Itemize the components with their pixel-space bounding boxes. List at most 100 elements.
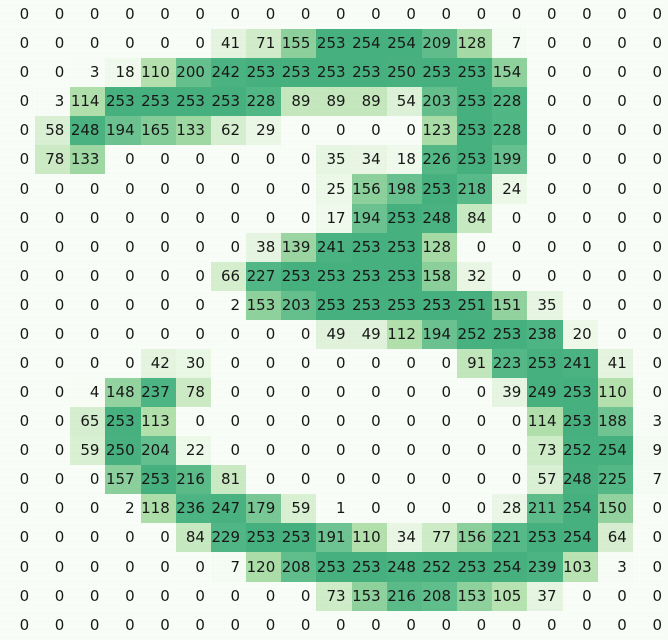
heatmap-cell: 254 xyxy=(351,29,387,59)
heatmap-cell: 0 xyxy=(562,261,598,291)
heatmap-cell: 0 xyxy=(210,319,247,349)
heatmap-cell-value: 35 xyxy=(537,295,557,314)
heatmap-cell-value: 84 xyxy=(467,208,487,227)
heatmap-cell: 0 xyxy=(0,348,36,379)
heatmap-cell-value: 0 xyxy=(582,615,592,634)
heatmap-cell: 250 xyxy=(105,436,141,466)
heatmap-cell: 114 xyxy=(527,407,563,437)
heatmap-cell: 0 xyxy=(527,0,563,30)
heatmap-cell: 0 xyxy=(351,378,387,408)
heatmap-cell-value: 0 xyxy=(54,5,65,24)
heatmap-cell-value: 248 xyxy=(422,208,452,227)
heatmap-cell-value: 0 xyxy=(511,237,522,256)
heatmap-cell: 42 xyxy=(140,348,176,379)
heatmap-cell-value: 221 xyxy=(492,528,522,547)
heatmap-cell: 0 xyxy=(210,232,247,262)
heatmap-cell: 0 xyxy=(140,232,176,262)
heatmap-row: 0 0 59 250 204 22 0 0 0 0 0 0 0 0 0 73 252 254 9 xyxy=(0,436,668,466)
heatmap-cell: 7 xyxy=(210,552,247,582)
heatmap-cell: 89 xyxy=(351,87,387,117)
heatmap-cell-value: 253 xyxy=(316,295,346,314)
heatmap-cell: 0 xyxy=(457,465,493,495)
heatmap-cell-value: 71 xyxy=(256,34,276,53)
heatmap-cell-value: 0 xyxy=(54,179,65,198)
heatmap-cell-value: 0 xyxy=(617,179,627,198)
heatmap-cell: 216 xyxy=(175,465,211,495)
heatmap-cell: 0 xyxy=(0,232,36,262)
heatmap-cell-value: 253 xyxy=(422,295,452,314)
heatmap-cell-value: 59 xyxy=(291,499,311,518)
heatmap-cell-value: 0 xyxy=(441,499,452,518)
heatmap-cell-value: 250 xyxy=(387,63,416,82)
heatmap-cell-value: 228 xyxy=(492,121,522,140)
heatmap-cell-value: 0 xyxy=(265,615,276,634)
heatmap-cell: 0 xyxy=(386,116,422,146)
heatmap-cell-value: 153 xyxy=(352,586,381,605)
heatmap-cell-value: 203 xyxy=(281,295,311,314)
heatmap-cell: 228 xyxy=(492,87,528,117)
heatmap-cell-value: 0 xyxy=(54,557,65,576)
heatmap-cell: 0 xyxy=(105,348,141,379)
heatmap-cell: 0 xyxy=(492,261,528,291)
heatmap-cell: 0 xyxy=(597,261,633,291)
heatmap-cell-value: 0 xyxy=(371,470,381,489)
heatmap-cell: 253 xyxy=(281,261,317,291)
heatmap-cell: 0 xyxy=(421,436,458,466)
heatmap-cell-value: 32 xyxy=(467,266,487,285)
heatmap-cell-value: 0 xyxy=(89,266,100,285)
heatmap-cell: 0 xyxy=(632,174,668,204)
heatmap-cell: 251 xyxy=(457,290,493,320)
heatmap-cell-value: 0 xyxy=(89,528,100,547)
heatmap-cell: 194 xyxy=(105,116,141,146)
heatmap-cell-value: 0 xyxy=(371,615,381,634)
heatmap-cell-value: 0 xyxy=(19,324,30,343)
heatmap-cell: 0 xyxy=(457,0,493,30)
heatmap-cell: 0 xyxy=(246,174,282,204)
heatmap-cell-value: 0 xyxy=(371,499,381,518)
heatmap-cell-value: 0 xyxy=(546,208,557,227)
heatmap-cell: 0 xyxy=(0,0,36,30)
heatmap-cell-value: 253 xyxy=(387,237,416,256)
heatmap-cell: 248 xyxy=(70,116,106,146)
heatmap-cell-value: 0 xyxy=(89,615,100,634)
heatmap-cell-value: 0 xyxy=(652,92,662,111)
heatmap-cell-value: 0 xyxy=(125,179,135,198)
heatmap-cell-value: 194 xyxy=(352,208,381,227)
heatmap-cell: 0 xyxy=(0,494,36,524)
heatmap-cell: 0 xyxy=(140,203,176,233)
heatmap-cell: 199 xyxy=(492,145,528,175)
heatmap-cell-value: 0 xyxy=(230,353,241,372)
heatmap-cell: 253 xyxy=(246,523,282,553)
heatmap-cell-value: 0 xyxy=(582,5,592,24)
heatmap-cell: 241 xyxy=(562,348,598,379)
heatmap-cell: 84 xyxy=(457,203,493,233)
heatmap-cell-value: 0 xyxy=(441,470,452,489)
heatmap-cell-value: 253 xyxy=(352,295,381,314)
heatmap-cell-value: 254 xyxy=(352,34,381,53)
heatmap-cell: 0 xyxy=(632,610,668,640)
heatmap-cell: 0 xyxy=(0,174,36,204)
heatmap-cell-value: 0 xyxy=(89,208,100,227)
heatmap-cell: 157 xyxy=(105,465,141,495)
heatmap-cell: 253 xyxy=(457,58,493,88)
heatmap-cell-value: 3 xyxy=(54,92,65,111)
heatmap-cell: 188 xyxy=(597,407,633,437)
heatmap-cell: 0 xyxy=(597,319,633,349)
heatmap-cell-value: 0 xyxy=(511,441,522,460)
heatmap-cell-value: 0 xyxy=(617,295,627,314)
heatmap-cell: 0 xyxy=(35,290,71,320)
heatmap-cell-value: 253 xyxy=(281,266,311,285)
heatmap-cell-value: 0 xyxy=(617,237,627,256)
heatmap-cell-value: 103 xyxy=(563,557,592,576)
heatmap-cell-value: 0 xyxy=(195,586,205,605)
heatmap-cell: 0 xyxy=(70,0,106,30)
heatmap-cell-value: 0 xyxy=(265,150,276,169)
heatmap-cell-value: 0 xyxy=(476,383,487,402)
heatmap-cell-value: 4 xyxy=(89,383,100,402)
heatmap-cell-value: 0 xyxy=(652,34,662,53)
heatmap-cell: 128 xyxy=(421,232,458,262)
heatmap-cell: 71 xyxy=(246,29,282,59)
heatmap-cell-value: 0 xyxy=(546,63,557,82)
heatmap-cell: 226 xyxy=(421,145,458,175)
